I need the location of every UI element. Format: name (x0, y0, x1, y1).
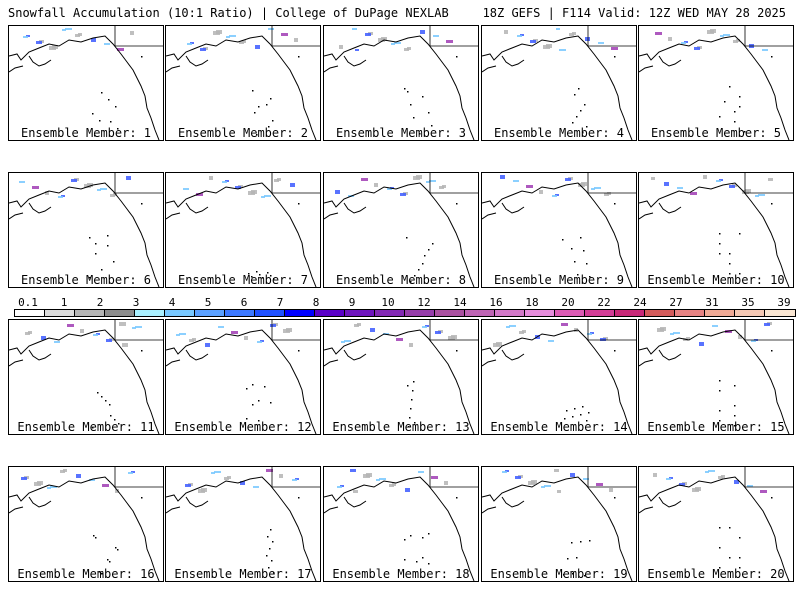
colorbar-cell (735, 310, 765, 316)
colorbar-cell (75, 310, 105, 316)
colorbar-label: 12 (417, 296, 431, 309)
ensemble-map-panel (165, 319, 321, 435)
colorbar-cell (465, 310, 495, 316)
colorbar-label: 7 (276, 296, 284, 309)
colorbar-cell (285, 310, 315, 316)
panel-caption: Ensemble Member: 8 (335, 273, 467, 287)
colorbar-cell (15, 310, 45, 316)
colorbar-label: 22 (597, 296, 611, 309)
ensemble-map-panel (165, 466, 321, 582)
colorbar-label: 3 (132, 296, 140, 309)
panel-caption: Ensemble Member: 3 (335, 126, 467, 140)
header-valid-time: 18Z GEFS | F114 Valid: 12Z WED MAY 28 20… (482, 6, 786, 20)
colorbar-label: 10 (381, 296, 395, 309)
colorbar-cell (555, 310, 585, 316)
panel-caption: Ensemble Member: 9 (493, 273, 625, 287)
panel-caption: Ensemble Member: 11 (17, 420, 155, 434)
colorbar-cell (675, 310, 705, 316)
ensemble-map-panel (8, 319, 164, 435)
colorbar-cell (495, 310, 525, 316)
colorbar-cell (345, 310, 375, 316)
colorbar-label: 24 (633, 296, 647, 309)
colorbar-label: 27 (669, 296, 683, 309)
colorbar-cell (405, 310, 435, 316)
colorbar-label: 39 (777, 296, 791, 309)
colorbar-label: 14 (453, 296, 467, 309)
colorbar-label: 9 (348, 296, 356, 309)
colorbar-label: 16 (489, 296, 503, 309)
panel-caption: Ensemble Member: 19 (490, 567, 628, 581)
panel-caption: Ensemble Member: 1 (20, 126, 152, 140)
colorbar-cell (45, 310, 75, 316)
ensemble-map-panel (638, 172, 794, 288)
ensemble-map-panel (638, 466, 794, 582)
panel-caption: Ensemble Member: 7 (177, 273, 309, 287)
ensemble-map-panel (8, 25, 164, 141)
panel-caption: Ensemble Member: 17 (174, 567, 312, 581)
panel-caption: Ensemble Member: 10 (647, 273, 785, 287)
colorbar-cell (195, 310, 225, 316)
panel-caption: Ensemble Member: 2 (177, 126, 309, 140)
colorbar-cell (645, 310, 675, 316)
ensemble-map-panel (323, 25, 479, 141)
colorbar-label: 31 (705, 296, 719, 309)
colorbar: 0.1 1 2 3 4 5 6 7 8 9 10 12 14 16 18 20 22 24 27 31 35 39 (6, 296, 796, 318)
colorbar-strip (14, 309, 796, 317)
colorbar-label: 2 (96, 296, 104, 309)
colorbar-label: 20 (561, 296, 575, 309)
colorbar-cell (585, 310, 615, 316)
colorbar-cell (525, 310, 555, 316)
colorbar-label: 6 (240, 296, 248, 309)
colorbar-cell (375, 310, 405, 316)
panel-caption: Ensemble Member: 18 (332, 567, 470, 581)
ensemble-map-panel (481, 466, 637, 582)
panel-caption: Ensemble Member: 4 (493, 126, 625, 140)
colorbar-cell (615, 310, 645, 316)
colorbar-label: 4 (168, 296, 176, 309)
colorbar-label: 35 (741, 296, 755, 309)
ensemble-map-panel (323, 172, 479, 288)
panel-caption: Ensemble Member: 13 (332, 420, 470, 434)
colorbar-cell (705, 310, 735, 316)
header-title: Snowfall Accumulation (10:1 Ratio) | Col… (8, 6, 449, 20)
panel-caption: Ensemble Member: 20 (647, 567, 785, 581)
colorbar-cell (255, 310, 285, 316)
colorbar-label: 18 (525, 296, 539, 309)
ensemble-map-panel (638, 25, 794, 141)
colorbar-cell (165, 310, 195, 316)
ensemble-map-panel (638, 319, 794, 435)
panel-caption: Ensemble Member: 15 (647, 420, 785, 434)
colorbar-label: 0.1 (18, 296, 38, 309)
colorbar-cell (315, 310, 345, 316)
ensemble-map-panel (8, 466, 164, 582)
ensemble-map-panel (323, 466, 479, 582)
ensemble-map-panel (481, 25, 637, 141)
ensemble-map-panel (8, 172, 164, 288)
colorbar-label: 1 (60, 296, 68, 309)
ensemble-map-panel (165, 25, 321, 141)
colorbar-label: 5 (204, 296, 212, 309)
panel-caption: Ensemble Member: 12 (174, 420, 312, 434)
colorbar-cell (435, 310, 465, 316)
ensemble-map-panel (323, 319, 479, 435)
colorbar-label: 8 (312, 296, 320, 309)
colorbar-cell (105, 310, 135, 316)
panel-caption: Ensemble Member: 14 (490, 420, 628, 434)
panel-caption: Ensemble Member: 6 (20, 273, 152, 287)
ensemble-map-panel (481, 319, 637, 435)
colorbar-cell (765, 310, 795, 316)
panel-caption: Ensemble Member: 16 (17, 567, 155, 581)
ensemble-map-panel (165, 172, 321, 288)
colorbar-cell (225, 310, 255, 316)
colorbar-cell (135, 310, 165, 316)
panel-caption: Ensemble Member: 5 (650, 126, 782, 140)
ensemble-map-panel (481, 172, 637, 288)
